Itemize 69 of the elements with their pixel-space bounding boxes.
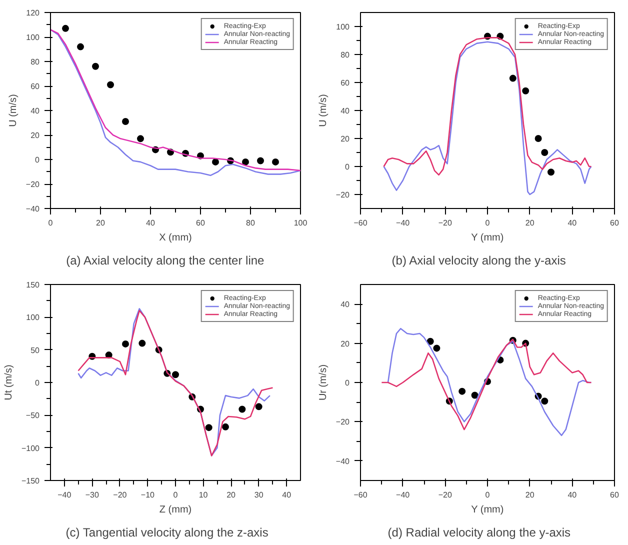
text: (a) Axial velocity along the center line: [66, 254, 265, 268]
x-tick-label: −40: [396, 490, 410, 500]
x-tick-label: 0: [485, 218, 490, 228]
y-tick-label: −100: [21, 444, 40, 453]
y-tick-label: 120: [26, 8, 40, 18]
y-tick-label: 100: [26, 33, 40, 42]
x-tick-label: −60: [354, 490, 368, 500]
y-tick-label: 60: [30, 82, 40, 91]
x-tick-label: 20: [96, 218, 106, 228]
y-tick-label: −50: [26, 411, 40, 420]
y-axis-title: Ut (m/s): [3, 364, 14, 400]
y-tick-label: 20: [340, 134, 350, 144]
x-tick-label: −60: [354, 218, 368, 228]
y-tick-label: 80: [340, 50, 350, 60]
x-tick-label: −20: [113, 490, 128, 500]
y-tick-label: −20: [26, 180, 40, 189]
x-tick-label: 0: [48, 218, 54, 228]
y-tick-label: 50: [30, 346, 40, 355]
y-axis-title: Ur (m/s): [318, 364, 329, 401]
y-tick-label: 0: [345, 162, 350, 172]
y-tick-label: 0: [345, 378, 350, 388]
x-tick-label: 20: [525, 218, 535, 228]
y-tick-label: 100: [26, 313, 40, 322]
x-tick-label: −20: [438, 490, 453, 500]
y-tick-label: −40: [26, 204, 40, 214]
x-tick-label: −20: [438, 218, 453, 228]
y-tick-label: 20: [340, 339, 350, 348]
x-tick-label: 20: [525, 490, 535, 500]
text: (d) Radial velocity along the y-axis: [388, 526, 571, 540]
y-tick-label: 150: [26, 280, 40, 290]
x-tick-label: 30: [254, 490, 264, 500]
x-tick-label: 40: [568, 490, 578, 500]
text: (b) Axial velocity along the y-axis: [392, 254, 566, 268]
x-tick-label: 100: [294, 218, 308, 228]
y-tick-label: −150: [21, 476, 40, 486]
y-tick-label: 0: [35, 156, 40, 164]
x-tick-label: −40: [58, 490, 72, 500]
y-tick-label: 20: [30, 131, 40, 140]
x-axis-title: X (mm): [159, 232, 192, 244]
text: (c) Tangential velocity along the z-axis: [66, 526, 268, 540]
x-tick-label: 60: [610, 218, 620, 228]
x-tick-label: 10: [198, 490, 208, 500]
y-tick-label: −40: [336, 456, 350, 466]
x-tick-label: 0: [173, 490, 178, 500]
x-axis-title: Z (mm): [159, 504, 192, 516]
x-axis-title: Y (mm): [471, 504, 504, 516]
y-tick-label: 40: [340, 300, 350, 310]
y-tick-label: 40: [30, 106, 40, 116]
y-tick-label: −20: [336, 190, 350, 200]
x-tick-label: 40: [568, 218, 578, 228]
x-tick-label: 0: [485, 490, 490, 500]
y-tick-label: 80: [30, 58, 40, 66]
x-tick-label: 20: [226, 490, 236, 500]
x-tick-label: −40: [396, 218, 410, 228]
x-tick-label: 80: [246, 218, 256, 228]
y-tick-label: 0: [35, 378, 40, 388]
x-axis-title: Y (mm): [471, 232, 504, 244]
x-tick-label: 40: [146, 218, 156, 228]
y-tick-label: 40: [340, 106, 350, 116]
y-tick-label: 100: [336, 22, 350, 32]
y-tick-label: 60: [340, 78, 350, 88]
x-tick-label: 60: [196, 218, 206, 228]
x-tick-label: 40: [282, 490, 292, 500]
x-tick-label: −10: [140, 490, 156, 500]
y-axis-title: U (m/s): [8, 94, 19, 127]
x-tick-label: 60: [610, 490, 620, 500]
y-tick-label: −20: [336, 418, 350, 427]
x-tick-label: −30: [85, 490, 100, 500]
y-axis-title: U (m/s): [318, 94, 329, 127]
